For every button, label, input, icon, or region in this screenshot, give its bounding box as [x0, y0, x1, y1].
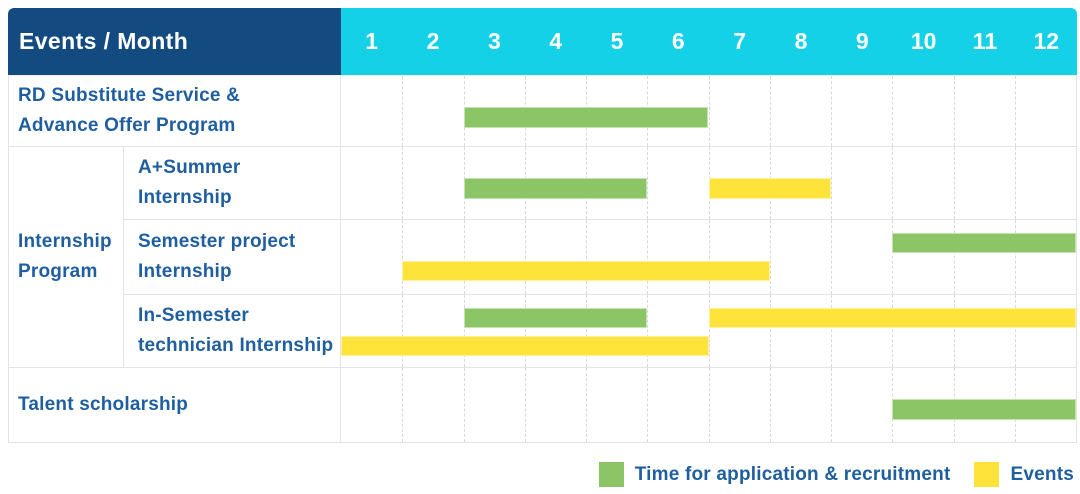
month-header-3: 3 — [487, 28, 501, 54]
month-gridline — [708, 220, 710, 294]
month-gridline — [953, 147, 955, 219]
month-gridline — [831, 220, 832, 294]
month-gridline — [892, 220, 894, 294]
gantt-table: Events / Month 1 2 3 4 5 6 7 8 9 10 11 12 RD Substi… — [8, 8, 1077, 443]
row-group-label-line: Internship — [18, 231, 112, 252]
month-gridline — [402, 147, 404, 219]
legend-swatch-events-icon — [974, 462, 1000, 487]
row-label-line: Advance Offer Program — [18, 115, 236, 136]
gantt-row-rd-substitute-service — [341, 75, 1077, 147]
row-group-internship-program: Internship Program — [8, 147, 124, 368]
gantt-bar-application — [892, 399, 1076, 420]
row-label-line: A+Summer — [138, 157, 241, 178]
month-gridline — [769, 368, 771, 442]
month-header-9: 9 — [855, 28, 869, 54]
gantt-bar-event — [402, 261, 770, 281]
month-header-4: 4 — [549, 28, 563, 54]
row-label-line: technician Internship — [138, 335, 334, 356]
gantt-bar-application — [892, 233, 1076, 253]
row-label-line: Semester project — [138, 231, 296, 252]
month-gridline — [586, 368, 587, 442]
month-gridline — [953, 295, 955, 367]
legend-swatch-application-icon — [598, 462, 624, 487]
row-group-label-line: Program — [18, 261, 98, 282]
month-gridline — [402, 76, 404, 146]
month-header-10: 10 — [910, 28, 937, 54]
month-gridline — [1014, 220, 1016, 294]
month-gridline — [831, 368, 832, 442]
row-label-talent-scholarship: Talent scholarship — [8, 368, 342, 443]
legend-label-events: Events — [1010, 463, 1074, 485]
month-gridline — [463, 368, 465, 442]
row-label-semester-project-internship: Semester project Internship — [124, 220, 342, 295]
month-gridline — [953, 220, 955, 294]
month-gridline — [647, 220, 649, 294]
month-header-7: 7 — [733, 28, 747, 54]
row-label-line: Internship — [138, 261, 232, 282]
month-gridline — [524, 220, 526, 294]
legend-label-application: Time for application & recruitment — [634, 463, 951, 485]
month-gridline — [647, 368, 649, 442]
month-header-8: 8 — [794, 28, 808, 54]
gantt-bar-event — [708, 308, 1076, 328]
month-header-1: 1 — [365, 28, 379, 54]
month-gridline — [402, 220, 404, 294]
month-header-12: 12 — [1033, 28, 1060, 54]
gantt-row-talent-scholarship — [341, 368, 1077, 443]
month-gridline — [831, 76, 832, 146]
month-gridline — [463, 295, 465, 367]
month-gridline — [769, 220, 771, 294]
month-gridline — [892, 295, 894, 367]
month-gridline — [647, 147, 649, 219]
month-header-11: 11 — [972, 28, 998, 54]
month-numbers: 1 2 3 4 5 6 7 8 9 10 11 12 — [341, 28, 1077, 55]
month-header-row: 1 2 3 4 5 6 7 8 9 10 11 12 — [341, 8, 1077, 75]
month-gridline — [769, 76, 771, 146]
row-label-rd-substitute-service: RD Substitute Service & Advance Offer Pro… — [8, 75, 342, 147]
month-gridline — [892, 76, 894, 146]
gantt-bar-event — [708, 178, 831, 199]
row-label-line: RD Substitute Service & — [18, 85, 241, 106]
row-label-a-summer-internship: A+Summer Internship — [124, 147, 342, 220]
gantt-bar-application — [463, 178, 648, 199]
month-gridline — [647, 295, 649, 367]
month-gridline — [586, 295, 587, 367]
row-label-line: In-Semester — [138, 305, 249, 326]
month-gridline — [524, 368, 526, 442]
month-gridline — [831, 147, 832, 219]
month-gridline — [402, 368, 404, 442]
row-label-line: Talent scholarship — [18, 394, 189, 415]
month-gridline — [402, 295, 404, 367]
gantt-row-semester-project-internship — [341, 220, 1077, 295]
month-gridline — [831, 295, 832, 367]
month-gridline — [708, 76, 710, 146]
month-header-6: 6 — [671, 28, 685, 54]
month-gridline — [1014, 295, 1016, 367]
month-gridline — [1014, 147, 1016, 219]
gantt-bar-application — [463, 308, 648, 328]
row-label-line: Internship — [138, 187, 232, 208]
month-header-2: 2 — [426, 28, 440, 54]
month-gridline — [769, 295, 771, 367]
month-gridline — [708, 295, 710, 367]
month-gridline — [953, 76, 955, 146]
month-gridline — [1014, 76, 1016, 146]
gantt-row-a-summer-internship — [341, 147, 1077, 220]
gantt-bar-event — [341, 336, 709, 356]
row-label-in-semester-technician-internship: In-Semester technician Internship — [124, 295, 342, 368]
month-gridline — [524, 295, 526, 367]
gantt-bar-application — [463, 107, 709, 128]
month-gridline — [708, 368, 710, 442]
events-month-title: Events / Month — [19, 28, 189, 54]
events-month-header: Events / Month — [8, 8, 342, 75]
month-gridline — [463, 220, 465, 294]
gantt-row-in-semester-technician-internship — [341, 295, 1077, 368]
legend: Time for application & recruitment Event… — [598, 462, 1074, 487]
month-gridline — [892, 147, 894, 219]
month-header-5: 5 — [610, 28, 624, 54]
month-gridline — [586, 220, 587, 294]
